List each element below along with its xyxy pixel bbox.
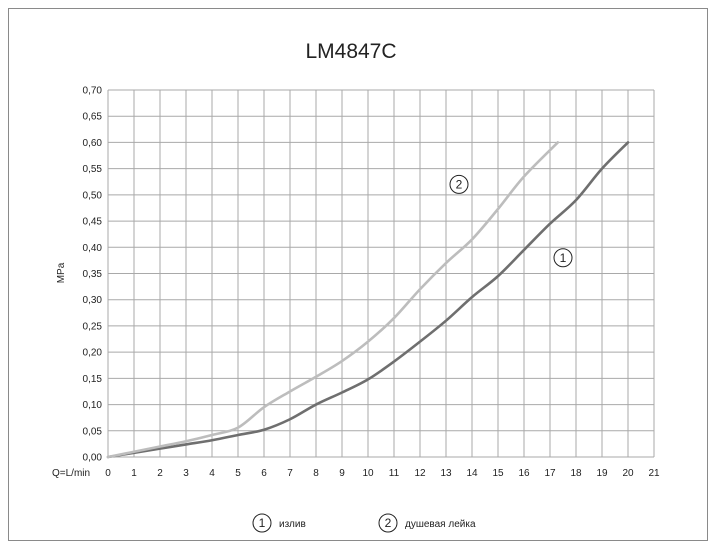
x-tick-label: 10 [362,468,374,479]
x-tick-label: 7 [287,468,293,479]
annotations: 21 [449,174,573,268]
y-tick-label: 0,45 [83,217,103,228]
legend: 1 излив 2 душевая лейка [252,513,476,533]
y-tick-label: 0,55 [83,164,103,175]
x-tick-label: 0 [105,468,111,479]
y-tick-label: 0,25 [83,321,103,332]
y-tick-label: 0,30 [83,295,103,306]
y-tick-label: 0,60 [83,138,103,149]
x-tick-label: 20 [622,468,634,479]
y-tick-label: 0,70 [83,86,103,97]
x-tick-label: 18 [570,468,582,479]
y-tick-label: 0,05 [83,426,103,437]
marker-circle [378,513,398,533]
grid [107,89,655,458]
x-tick-label: 13 [440,468,452,479]
x-tick-label: 4 [209,468,215,479]
x-tick-label: 6 [261,468,267,479]
x-tick-label: 3 [183,468,189,479]
y-tick-label: 0,15 [83,374,103,385]
series-marker-1: 1 [553,248,573,268]
legend-marker-2: 2 [378,513,398,533]
marker-number: 1 [259,516,266,530]
series-line-1 [106,141,630,459]
legend-entry-label: излив [279,519,306,530]
x-tick-label: 11 [389,468,400,479]
x-tick-label: 1 [131,468,137,479]
chart-frame [8,8,708,541]
marker-circle [252,513,272,533]
series-marker-2: 2 [449,174,469,194]
marker-circle [553,248,573,268]
y-tick-label: 0,35 [83,269,103,280]
marker-circle [449,174,469,194]
x-tick-label: 14 [466,468,478,479]
x-tick-label: 19 [596,468,608,479]
legend-entry-label: душевая лейка [405,519,476,530]
x-axis-label: Q=L/min [52,468,90,479]
x-tick-label: 12 [414,468,426,479]
x-tick-label: 2 [157,468,163,479]
axes: 0,00 0,05 0,10 0,15 0,20 0,25 0,30 0,35 0,40 0,45… [83,86,660,480]
y-tick-label: 0,20 [83,348,103,359]
marker-number: 2 [385,516,392,530]
marker-number: 1 [560,251,567,265]
y-axis-label: MPa [56,262,67,283]
x-tick-label: 15 [492,468,504,479]
marker-number: 2 [456,177,463,191]
x-tick-label: 16 [518,468,530,479]
x-tick-label: 9 [339,468,345,479]
y-tick-label: 0,65 [83,112,103,123]
x-tick-label: 8 [313,468,319,479]
y-tick-label: 0,10 [83,400,103,411]
chart-title: LM4847C [305,40,396,63]
series-lines [106,141,630,459]
x-tick-label: 21 [648,468,660,479]
y-tick-label: 0,00 [83,453,103,464]
series-line-2 [106,141,560,459]
y-tick-label: 0,40 [83,243,103,254]
y-tick-label: 0,50 [83,190,103,201]
legend-marker-1: 1 [252,513,272,533]
x-tick-label: 17 [544,468,556,479]
x-tick-label: 5 [235,468,241,479]
